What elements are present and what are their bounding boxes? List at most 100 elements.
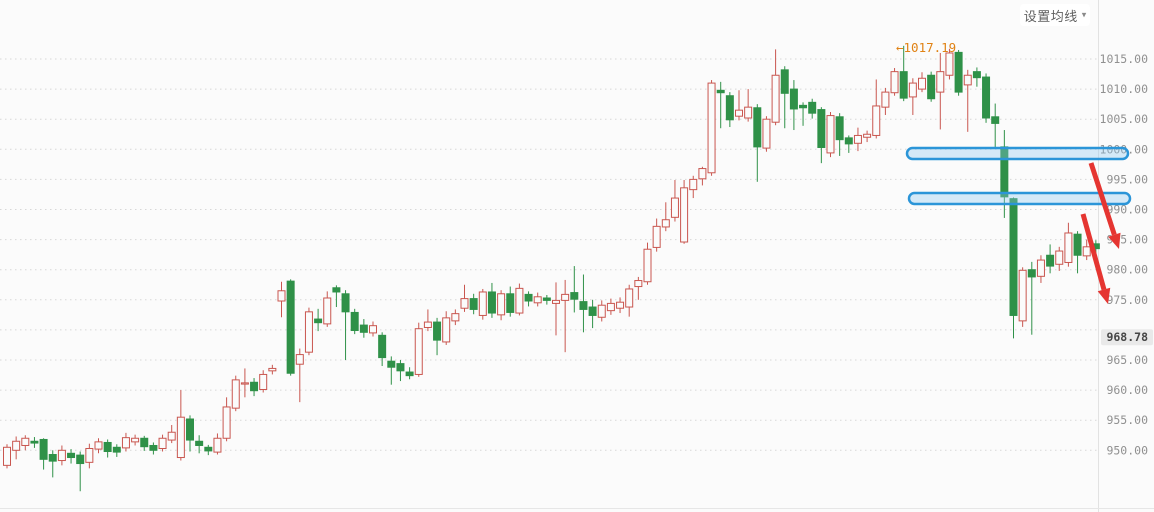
candle-body [323,297,332,325]
last-price-badge [1101,329,1153,346]
candle-body [853,134,862,144]
price-tick-label: 1015.00 [1100,52,1149,66]
chevron-down-icon: ▾ [1081,10,1087,21]
candle-body [469,298,478,310]
support-zone-992[interactable] [907,191,1132,206]
candle-body [1046,254,1055,267]
candle-body [213,437,222,453]
down-arrow-1-shaft[interactable] [1088,162,1117,236]
candle-body [259,373,268,390]
candle-body [396,363,405,372]
candle-body [121,437,130,449]
candle-body [1018,269,1027,322]
price-tick-label: 950.00 [1106,443,1148,457]
high-price-annotation: ←1017.19 [896,40,956,55]
candle-body [414,328,423,375]
candle-body [753,107,762,148]
candle-body [863,133,872,138]
candle-body [799,104,808,109]
last-price-badge-label: 968.78 [1106,330,1148,344]
candle-body [1027,269,1036,278]
candle-body [1073,233,1082,256]
candle-body [332,287,341,293]
down-arrow-1-head[interactable] [1108,232,1121,249]
candle-body [954,51,963,93]
candle-body [634,280,643,288]
candle-body [268,367,277,372]
candle-body [570,292,579,300]
candle-body [652,225,661,248]
candle-body [680,187,689,243]
candle-body [588,306,597,316]
candle-body [359,324,368,333]
candle-body [433,321,442,341]
candle-body [872,105,881,136]
candle-body [295,354,304,365]
down-arrow-2-head[interactable] [1097,287,1111,304]
candle-body [286,280,295,374]
candle-body [808,101,817,114]
candle-body [222,406,231,439]
resistance-zone-1000[interactable] [905,146,1130,161]
price-tick-label: 980.00 [1106,263,1148,277]
candle-body [844,137,853,145]
candle-body [1036,259,1045,277]
candle-body [579,301,588,310]
candle-body [277,290,286,302]
candle-body [533,296,542,304]
price-tick-label: 965.00 [1106,353,1148,367]
candle-body [899,71,908,99]
candle-body [789,88,798,110]
candle-body [21,437,30,446]
candle-body [57,449,66,462]
candle-body [927,74,936,100]
candle-body [341,293,350,313]
candle-body [963,74,972,86]
candle-body [487,291,496,314]
candle-body [405,371,414,377]
candle-body [350,311,359,332]
candle-body [378,334,387,359]
candle-body [304,311,313,353]
candle-body [524,293,533,302]
candle-body [735,109,743,117]
candle-body [817,109,826,148]
candle-body [30,440,39,444]
candle-body [39,438,48,460]
candle-body [506,293,515,313]
candle-body [890,71,899,94]
price-tick-label: 1010.00 [1100,82,1149,96]
candle-body [176,416,185,459]
price-tick-label: 960.00 [1106,383,1148,397]
price-tick-label: 955.00 [1106,413,1148,427]
candle-body [369,325,377,334]
candle-body [643,248,652,283]
candle-body [451,313,460,322]
price-tick-label: 995.00 [1106,172,1148,186]
candle-body [661,219,670,228]
candle-body [460,298,469,309]
candle-body [552,299,560,304]
candle-body [48,454,57,462]
candle-body [250,381,259,392]
ma-settings-dropdown[interactable]: 设置均线 ▾ [1020,4,1090,26]
candle-body [597,304,606,318]
down-arrow-2-shaft[interactable] [1080,213,1107,291]
candle-body [103,441,112,453]
candle-body [131,437,140,443]
candle-body [616,301,625,309]
candle-body [689,178,698,191]
candle-body [707,82,716,174]
candle-body [908,82,917,98]
candle-body [158,437,167,449]
candle-body [478,291,487,316]
candle-body [744,106,753,119]
candle-body [945,52,954,76]
candle-body [442,317,451,343]
candle-body [1055,250,1064,265]
candle-body [515,287,524,314]
candle-body [195,440,204,446]
candle-body [12,440,21,451]
